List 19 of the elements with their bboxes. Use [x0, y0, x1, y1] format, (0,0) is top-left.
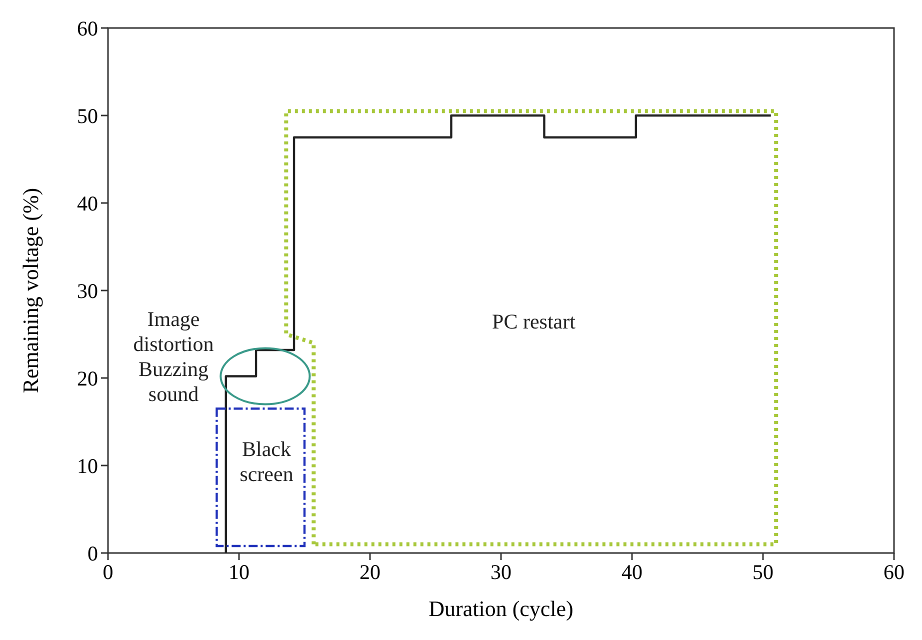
x-tick-label: 60 [884, 560, 904, 584]
y-tick-label: 30 [77, 278, 98, 303]
y-tick-label: 60 [77, 16, 98, 40]
x-tick-label: 0 [102, 560, 114, 584]
y-tick-label: 10 [77, 454, 98, 478]
y-axis-title: Remaining voltage (%) [18, 188, 43, 394]
x-tick-label: 10 [228, 560, 250, 584]
x-tick-label: 30 [490, 560, 512, 584]
y-tick-label: 20 [77, 366, 98, 390]
x-tick-label: 20 [360, 560, 380, 584]
x-tick-label: 40 [622, 560, 642, 584]
annotation: Black screen [240, 436, 294, 486]
y-tick-label: 40 [77, 191, 98, 216]
y-tick-label: 50 [77, 104, 98, 128]
x-axis-title: Duration (cycle) [428, 596, 574, 621]
annotation: Image distortion Buzzing sound [133, 306, 214, 406]
annotation: PC restart [492, 309, 576, 334]
x-tick-label: 50 [752, 560, 774, 584]
y-tick-label: 0 [88, 541, 98, 566]
